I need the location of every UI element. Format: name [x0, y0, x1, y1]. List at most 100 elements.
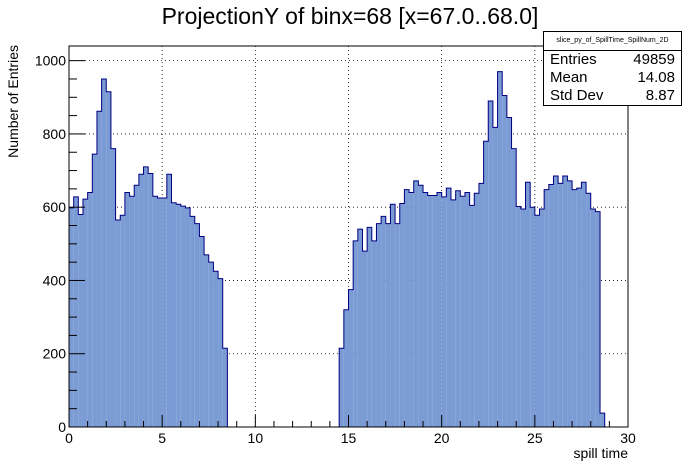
- histogram-bar: [520, 209, 526, 427]
- histogram-bar: [152, 196, 158, 427]
- stats-row-mean: Mean 14.08: [544, 69, 681, 87]
- histogram-bar: [390, 204, 396, 427]
- histogram-bar: [222, 348, 228, 427]
- histogram-bar: [441, 196, 447, 427]
- histogram-bar: [511, 148, 517, 428]
- histogram-bar: [525, 182, 531, 427]
- histogram-bar: [492, 127, 498, 427]
- histogram-bar: [590, 209, 596, 427]
- histogram-bar: [148, 173, 153, 427]
- histogram-bar: [106, 91, 111, 427]
- stats-label: Std Dev: [550, 87, 604, 104]
- histogram-bar: [581, 182, 587, 427]
- histogram-bar: [399, 203, 405, 427]
- histogram-outline: [68, 71, 610, 428]
- histogram-bar: [339, 348, 344, 427]
- histogram-bar: [534, 215, 540, 427]
- stats-row-entries: Entries 49859: [544, 51, 681, 69]
- axis-ticks: 0 5 10 15 20 25 30 0 200 400 600 800 1000: [35, 53, 636, 446]
- histogram-bar: [464, 192, 470, 427]
- x-tick-label: 5: [158, 430, 166, 446]
- histogram-bar: [129, 196, 135, 427]
- histogram-bar: [497, 71, 503, 428]
- histogram-bars: [69, 71, 605, 428]
- histogram-bar: [409, 192, 414, 427]
- histogram-bar: [572, 189, 577, 427]
- stats-label: Entries: [550, 51, 597, 68]
- histogram-bar: [96, 111, 102, 427]
- histogram-bar: [562, 176, 568, 427]
- histogram-bar: [353, 240, 358, 427]
- histogram-bar: [548, 184, 554, 427]
- histogram-bar: [413, 180, 419, 427]
- stats-row-stddev: Std Dev 8.87: [544, 87, 681, 105]
- histogram-bar: [376, 223, 382, 427]
- histogram-bar: [348, 289, 354, 427]
- histogram-bar: [78, 214, 83, 427]
- histogram-bar: [553, 176, 559, 427]
- histogram-bar: [120, 215, 125, 427]
- x-tick-label: 10: [248, 430, 264, 446]
- histogram-bar: [474, 193, 479, 427]
- y-tick-label: 200: [43, 346, 67, 362]
- histogram-bar: [427, 195, 433, 427]
- histogram-bar: [73, 196, 79, 427]
- histogram-bar: [381, 216, 386, 427]
- histogram-bar: [92, 154, 97, 427]
- histogram-bar: [469, 205, 475, 427]
- histogram-bar: [87, 192, 93, 427]
- y-tick-label: 400: [43, 272, 67, 288]
- x-axis-label: spill time: [574, 445, 629, 461]
- y-tick-label: 800: [43, 126, 67, 142]
- histogram-bar: [483, 141, 489, 427]
- x-tick-label: 30: [620, 430, 636, 446]
- stats-box-name: slice_py_of_SpillTime_SpillNum_2D: [544, 32, 681, 51]
- histogram-bar: [157, 198, 163, 427]
- y-axis-label: Number of Entries: [5, 45, 21, 158]
- histogram-bar: [506, 117, 512, 427]
- x-tick-label: 0: [65, 430, 73, 446]
- histogram-bar: [213, 271, 219, 427]
- histogram-bar: [101, 78, 107, 427]
- histogram-bar: [450, 199, 456, 427]
- stats-value: 8.87: [645, 87, 675, 104]
- histogram-bar: [423, 192, 428, 427]
- histogram-bar: [385, 223, 391, 427]
- histogram-bar: [110, 148, 116, 428]
- x-tick-label: 20: [434, 430, 450, 446]
- histogram-bar: [166, 174, 172, 427]
- histogram-bar: [488, 100, 493, 428]
- histogram-bar: [432, 195, 438, 427]
- histogram-bar: [395, 223, 400, 427]
- histogram-bar: [418, 185, 424, 427]
- stats-value: 14.08: [637, 69, 675, 86]
- histogram-bar: [194, 223, 200, 427]
- y-tick-label: 0: [58, 419, 66, 435]
- histogram-bar: [134, 185, 139, 427]
- histogram-bar: [367, 227, 372, 427]
- histogram-bar: [343, 309, 349, 427]
- histogram-bar: [455, 190, 461, 427]
- histogram-bar: [190, 216, 195, 427]
- stats-box: slice_py_of_SpillTime_SpillNum_2D Entrie…: [543, 31, 682, 106]
- histogram-bar: [204, 254, 209, 427]
- histogram-bar: [171, 202, 177, 427]
- histogram-bar: [143, 166, 149, 427]
- histogram-bar: [115, 220, 121, 427]
- histogram-bar: [180, 206, 186, 427]
- histogram-bar: [162, 198, 167, 427]
- histogram-bar: [558, 183, 563, 427]
- stats-label: Mean: [550, 69, 588, 86]
- chart-title: ProjectionY of binx=68 [x=67.0..68.0]: [162, 3, 539, 29]
- y-tick-label: 600: [43, 199, 67, 215]
- histogram-bar: [218, 278, 223, 427]
- histogram-bar: [362, 251, 368, 427]
- histogram-bar: [371, 240, 377, 427]
- histogram-bar: [576, 188, 582, 427]
- histogram-bar: [460, 196, 465, 427]
- histogram-bar: [446, 188, 451, 427]
- histogram-bar: [530, 207, 535, 427]
- histogram-bar: [539, 209, 545, 427]
- histogram-bar: [138, 174, 144, 427]
